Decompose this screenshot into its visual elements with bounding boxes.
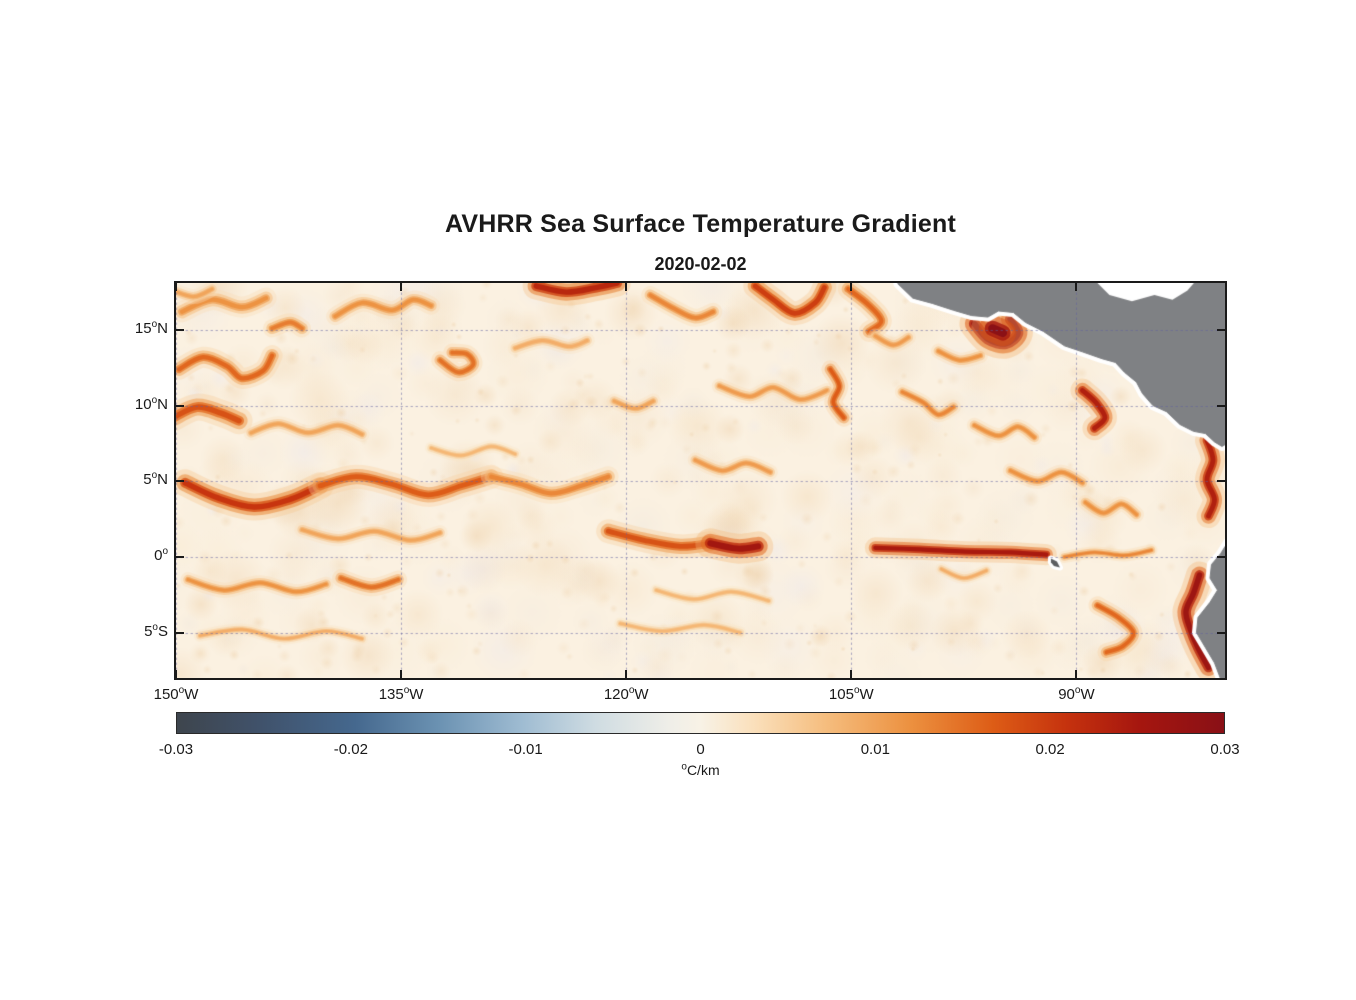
tick-mark [1217, 480, 1225, 483]
chart-title: AVHRR Sea Surface Temperature Gradient [445, 210, 956, 238]
x-tick-label: 150oW [153, 685, 199, 704]
tick-mark [175, 670, 177, 678]
x-tick-label: 120oW [603, 685, 649, 704]
sst-gradient-heatmap [176, 283, 1225, 678]
degree-symbol: o [151, 470, 158, 482]
chart-date-subtitle: 2020-02-02 [654, 254, 747, 274]
colorbar-tick-label: -0.03 [158, 741, 194, 758]
colorbar-unit-label: oC/km [176, 762, 1225, 778]
map-plot-axes [174, 281, 1227, 680]
degree-symbol: o [151, 394, 158, 406]
tick-mark [1217, 404, 1225, 407]
tick-mark [625, 283, 628, 291]
degree-symbol: o [152, 621, 158, 633]
colorbar-tick-label: 0.03 [1210, 741, 1240, 758]
x-tick-label: 90oW [1058, 685, 1095, 704]
colorbar-tick-label: 0.01 [860, 741, 890, 758]
tick-mark [1217, 328, 1225, 331]
tick-mark [176, 555, 184, 558]
tick-mark [176, 631, 184, 634]
x-tick-label: 135oW [378, 685, 424, 704]
degree-symbol: o [628, 685, 635, 696]
colorbar-tick-label: -0.01 [508, 741, 543, 758]
degree-symbol: o [681, 761, 687, 773]
degree-symbol: o [162, 545, 168, 557]
tick-mark [175, 283, 177, 291]
y-tick-label: 10oN [134, 394, 168, 413]
tick-mark [176, 480, 184, 483]
tick-mark [850, 670, 853, 678]
x-tick-label: 105oW [828, 685, 874, 704]
unit-text: C/km [686, 762, 720, 778]
tick-mark [400, 283, 403, 291]
degree-symbol: o [151, 318, 158, 330]
degree-symbol: o [1074, 685, 1081, 696]
degree-symbol: o [178, 685, 185, 696]
y-tick-label: 5oS [144, 621, 168, 640]
colorbar-tick-label: -0.02 [333, 741, 368, 758]
tick-mark [176, 328, 184, 331]
tick-mark [400, 670, 403, 678]
degree-symbol: o [853, 685, 860, 696]
tick-mark [1217, 555, 1225, 558]
tick-mark [850, 283, 853, 291]
colorbar [176, 712, 1225, 734]
y-tick-label: 0o [154, 545, 168, 564]
tick-mark [1075, 283, 1078, 291]
tick-mark [176, 404, 184, 407]
tick-mark [1217, 631, 1225, 634]
degree-symbol: o [403, 685, 410, 696]
colorbar-tick-label: 0.02 [1035, 741, 1065, 758]
tick-mark [1075, 670, 1078, 678]
y-tick-label: 5oN [143, 470, 168, 489]
colorbar-tick-label: 0 [696, 741, 705, 758]
tick-mark [625, 670, 628, 678]
y-tick-label: 15oN [134, 318, 168, 337]
